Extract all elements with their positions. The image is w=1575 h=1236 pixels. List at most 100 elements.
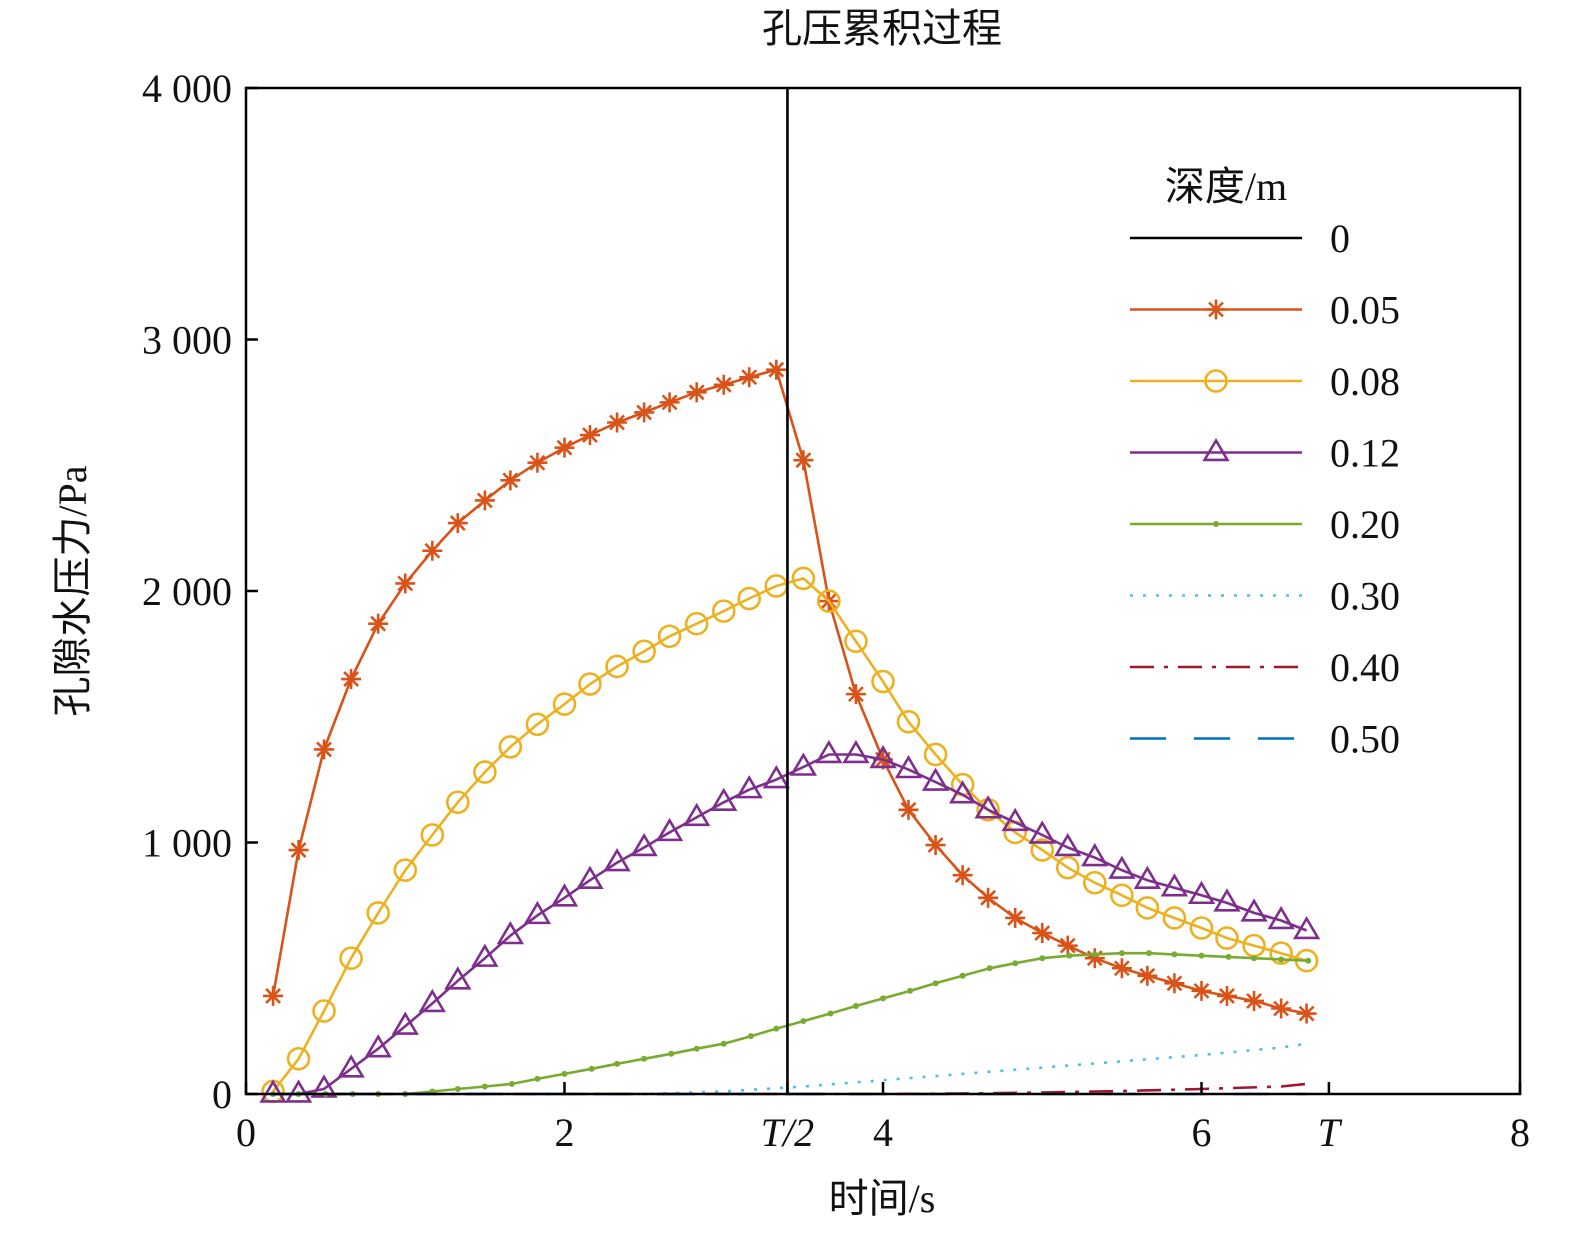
data-point-0.05-3 [341, 669, 362, 690]
data-point-0.12-16 [683, 802, 711, 827]
data-point-0.20-22 [852, 1002, 859, 1009]
legend-marker [1202, 437, 1230, 462]
data-point-0.05-38 [1271, 998, 1292, 1019]
data-point-0.12-17 [710, 787, 738, 812]
legend-item-0: 0 [1130, 216, 1350, 261]
data-point-0.20-34 [1171, 951, 1178, 958]
x-tick-label: 6 [1192, 1110, 1212, 1155]
data-point-0.20-39 [1305, 957, 1312, 964]
data-point-0.08-20 [791, 566, 816, 591]
data-point-0.20-25 [932, 980, 939, 987]
data-point-0.05-1 [288, 840, 309, 861]
data-point-0.20-16 [693, 1045, 700, 1052]
data-point-0.12-26 [948, 780, 977, 804]
y-tick-label: 3 000 [142, 318, 232, 363]
data-point-0.12-13 [603, 848, 631, 872]
data-point-0.05-11 [554, 437, 575, 458]
data-point-0.08-14 [632, 639, 656, 664]
data-point-0.08-9 [498, 735, 523, 759]
data-point-0.08-21 [817, 589, 841, 613]
data-point-0.12-12 [576, 865, 604, 889]
data-point-0.12-34 [1160, 873, 1189, 897]
legend-label: 0.40 [1330, 645, 1400, 690]
legend-label: 0.12 [1330, 431, 1400, 476]
data-point-0.12-22 [842, 739, 870, 764]
data-point-0.08-3 [339, 946, 363, 970]
data-point-0.08-35 [1189, 916, 1214, 940]
data-point-0.20-8 [481, 1083, 488, 1090]
legend-label: 0.08 [1330, 359, 1400, 404]
data-point-0.05-14 [634, 402, 655, 423]
y-axis-label: 孔隙水压力/Pa [50, 465, 95, 716]
data-point-0.20-38 [1278, 956, 1285, 963]
data-point-0.08-2 [312, 999, 336, 1023]
data-point-0.20-13 [614, 1060, 621, 1067]
y-tick-label: 1 000 [142, 821, 232, 866]
data-point-0.05-12 [579, 425, 600, 446]
data-point-0.08-6 [420, 823, 445, 847]
data-point-0.12-1 [284, 1079, 313, 1103]
data-point-0.08-31 [1083, 870, 1107, 895]
data-point-0.20-29 [1039, 955, 1046, 962]
data-point-0.20-19 [773, 1025, 780, 1032]
data-point-0.08-11 [552, 692, 577, 716]
data-point-0.12-3 [337, 1054, 365, 1078]
legend-item-0.12: 0.12 [1130, 431, 1400, 476]
data-point-0.12-30 [1054, 832, 1082, 857]
data-point-0.05-35 [1191, 980, 1212, 1001]
data-point-0.05-19 [766, 359, 787, 380]
data-point-0.08-33 [1135, 896, 1160, 920]
data-point-0.12-39 [1292, 915, 1321, 940]
data-point-0.08-10 [525, 712, 550, 737]
data-point-0.20-12 [588, 1065, 595, 1072]
data-point-0.12-37 [1240, 898, 1268, 922]
data-point-0.20-23 [880, 995, 886, 1002]
data-point-0.08-36 [1215, 926, 1239, 950]
data-point-0.20-21 [827, 1010, 834, 1017]
data-point-0.12-35 [1187, 880, 1216, 905]
data-point-0.05-8 [474, 490, 495, 511]
series-0.12 [259, 739, 1321, 1103]
data-point-0.05-15 [659, 392, 680, 413]
series-layer [259, 88, 1321, 1104]
legend-marker [1213, 521, 1219, 527]
data-point-0.08-38 [1269, 941, 1293, 965]
data-point-0.08-34 [1162, 906, 1187, 930]
data-point-0.08-17 [711, 599, 736, 623]
data-point-0.08-22 [844, 629, 868, 654]
data-point-0.12-21 [815, 739, 843, 764]
legend-label: 0 [1330, 216, 1350, 261]
data-point-0.05-7 [447, 513, 468, 534]
data-point-0.20-14 [641, 1055, 648, 1062]
data-point-0.08-16 [684, 611, 709, 636]
data-point-0.08-8 [473, 760, 497, 784]
data-point-0.05-22 [845, 684, 866, 705]
data-point-0.12-27 [974, 795, 1002, 819]
data-point-0.05-29 [1032, 923, 1053, 944]
x-tick-label: 4 [873, 1110, 893, 1155]
data-point-0.05-36 [1216, 985, 1237, 1006]
data-point-0.20-11 [561, 1070, 568, 1077]
data-point-0.12-10 [523, 900, 552, 925]
data-point-0.20-36 [1225, 953, 1232, 960]
data-point-0.20-9 [508, 1080, 515, 1087]
data-point-0.20-10 [534, 1075, 541, 1082]
data-point-0.08-1 [286, 1046, 311, 1071]
series-0.05 [263, 359, 1317, 1024]
legend-item-0.50: 0.50 [1130, 717, 1400, 762]
data-point-0.12-36 [1213, 888, 1241, 912]
data-point-0.08-24 [896, 709, 921, 734]
legend-label: 0.30 [1330, 574, 1400, 619]
series-line-0.08 [272, 577, 1307, 1093]
data-point-0.08-15 [657, 624, 682, 649]
data-point-0.12-31 [1081, 843, 1109, 867]
data-point-0.05-6 [422, 540, 443, 561]
data-point-0.05-4 [368, 613, 389, 634]
data-point-0.20-24 [907, 987, 914, 994]
x-tick-label: 8 [1510, 1110, 1530, 1155]
data-point-0.12-8 [471, 943, 499, 967]
data-point-0.20-27 [986, 965, 993, 972]
data-point-0.20-20 [800, 1018, 807, 1025]
legend-marker [1206, 299, 1226, 320]
x-tick-label: 0 [236, 1110, 256, 1155]
